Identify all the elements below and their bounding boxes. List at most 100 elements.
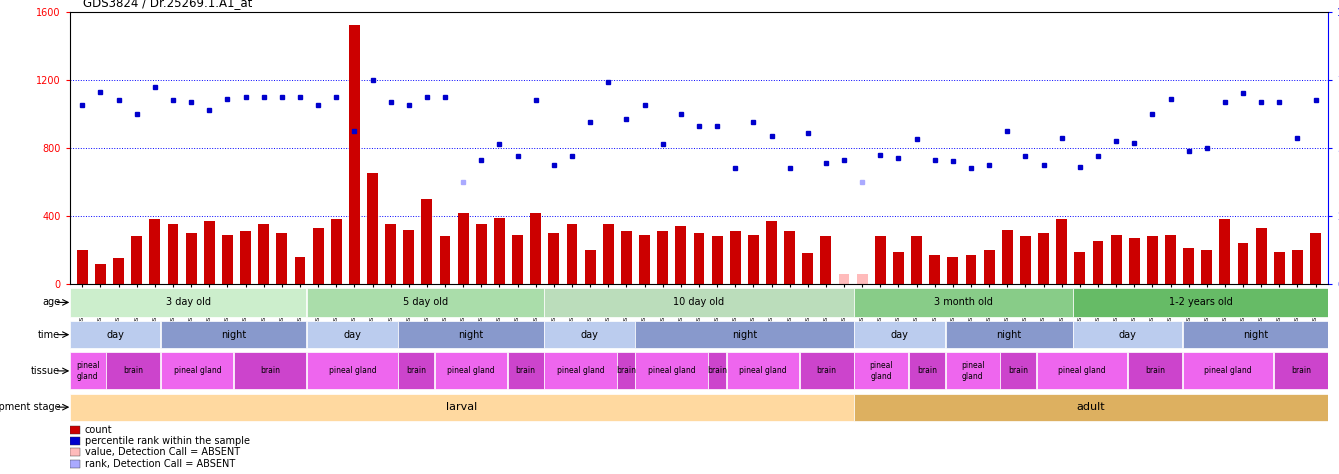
Bar	[167, 224, 178, 284]
Bar	[1220, 219, 1231, 284]
Text: pineal gland: pineal gland	[328, 366, 376, 375]
Bar	[1310, 233, 1322, 284]
Bar	[222, 235, 233, 284]
Bar	[1201, 250, 1212, 284]
Bar	[708, 352, 726, 390]
Bar	[749, 235, 759, 284]
Bar	[854, 288, 1073, 317]
Bar	[422, 199, 432, 284]
Bar	[276, 233, 288, 284]
Bar	[657, 231, 668, 284]
Bar	[70, 437, 80, 445]
Bar	[1056, 219, 1067, 284]
Text: value, Detection Call = ABSENT: value, Detection Call = ABSENT	[84, 447, 240, 457]
Bar	[494, 218, 505, 284]
Bar	[1093, 241, 1103, 284]
Text: count: count	[84, 425, 112, 435]
Bar	[636, 321, 854, 348]
Text: brain: brain	[817, 366, 837, 375]
Bar	[857, 273, 868, 284]
Text: 5 day old: 5 day old	[403, 297, 449, 308]
Bar	[636, 352, 708, 390]
Bar	[70, 448, 80, 456]
Bar	[948, 257, 959, 284]
Bar	[349, 26, 360, 284]
Bar	[1237, 243, 1248, 284]
Bar	[603, 224, 613, 284]
Bar	[911, 237, 923, 284]
Bar	[507, 352, 544, 390]
Bar	[186, 233, 197, 284]
Bar	[161, 352, 233, 390]
Bar	[544, 321, 635, 348]
Bar	[909, 352, 945, 390]
Bar	[161, 321, 307, 348]
Bar	[1165, 235, 1176, 284]
Text: day: day	[1118, 329, 1137, 340]
Bar	[1036, 352, 1127, 390]
Bar	[1002, 229, 1012, 284]
Bar	[799, 352, 854, 390]
Bar	[312, 228, 324, 284]
Bar	[544, 352, 616, 390]
Bar	[694, 233, 704, 284]
Bar	[439, 237, 450, 284]
Bar	[874, 237, 886, 284]
Text: 10 day old: 10 day old	[674, 297, 724, 308]
Bar	[107, 352, 161, 390]
Text: brain: brain	[1145, 366, 1165, 375]
Bar	[131, 237, 142, 284]
Bar	[150, 219, 161, 284]
Bar	[802, 253, 813, 284]
Bar	[1292, 250, 1303, 284]
Bar	[295, 257, 305, 284]
Bar	[838, 273, 849, 284]
Text: day: day	[890, 329, 909, 340]
Bar	[727, 352, 799, 390]
Bar	[307, 352, 398, 390]
Bar	[386, 224, 396, 284]
Text: brain: brain	[516, 366, 536, 375]
Bar	[945, 352, 1000, 390]
Bar	[566, 224, 577, 284]
Text: 1-2 years old: 1-2 years old	[1169, 297, 1232, 308]
Text: pineal gland: pineal gland	[1058, 366, 1106, 375]
Bar	[258, 224, 269, 284]
Bar	[234, 352, 307, 390]
Bar	[76, 250, 88, 284]
Bar	[1038, 233, 1048, 284]
Text: 3 day old: 3 day old	[166, 297, 210, 308]
Bar	[1273, 352, 1328, 390]
Bar	[1184, 248, 1194, 284]
Bar	[854, 352, 908, 390]
Bar	[766, 221, 777, 284]
Bar	[1074, 252, 1086, 284]
Bar	[114, 258, 125, 284]
Bar	[367, 173, 378, 284]
Bar	[1256, 228, 1267, 284]
Bar	[549, 233, 560, 284]
Bar	[711, 237, 723, 284]
Text: development stage: development stage	[0, 402, 60, 412]
Bar	[95, 264, 106, 284]
Bar	[639, 235, 649, 284]
Bar	[435, 352, 507, 390]
Text: time: time	[37, 329, 60, 340]
Bar	[1000, 352, 1036, 390]
Text: brain: brain	[917, 366, 937, 375]
Text: larval: larval	[446, 402, 478, 412]
Bar	[617, 352, 635, 390]
Bar	[965, 255, 976, 284]
Text: night: night	[996, 329, 1022, 340]
Bar	[1074, 288, 1328, 317]
Bar	[945, 321, 1073, 348]
Bar	[307, 288, 544, 317]
Text: pineal
gland: pineal gland	[961, 361, 984, 381]
Bar	[893, 252, 904, 284]
Text: pineal gland: pineal gland	[174, 366, 221, 375]
Bar	[70, 321, 161, 348]
Text: brain: brain	[123, 366, 143, 375]
Text: night: night	[1243, 329, 1268, 340]
Text: brain: brain	[1008, 366, 1028, 375]
Bar	[1182, 321, 1328, 348]
